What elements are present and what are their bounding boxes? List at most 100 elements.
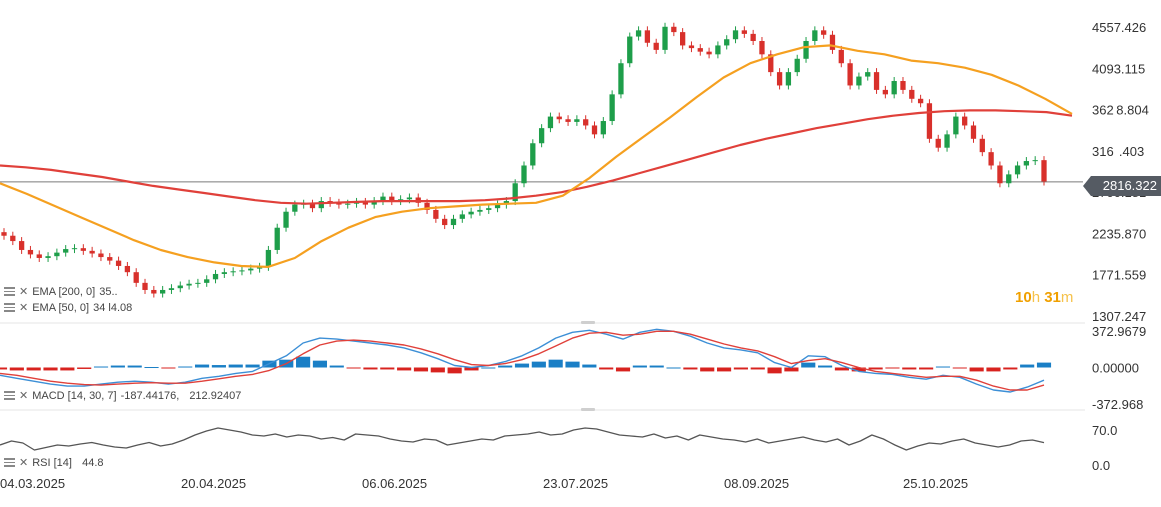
macd-histogram-bar	[60, 367, 75, 371]
candle-body	[477, 209, 483, 212]
candle-body	[362, 201, 368, 205]
price-tick-label: 2235.870	[1092, 226, 1146, 241]
settings-icon[interactable]	[4, 303, 15, 312]
macd-histogram-bar	[649, 365, 664, 368]
candle-body	[371, 201, 377, 205]
macd-histogram-bar	[666, 367, 681, 369]
rsi-legend[interactable]: ✕ RSI [14] 44.8	[4, 456, 104, 469]
candle-body	[697, 48, 703, 52]
macd-histogram-bar	[632, 365, 647, 368]
candle-body	[600, 121, 606, 135]
candle-body	[812, 30, 818, 41]
candle-body	[900, 81, 906, 90]
macd-histogram-bar	[481, 367, 496, 369]
candle-body	[459, 214, 465, 219]
candle-body	[10, 235, 16, 242]
macd-histogram-bar	[935, 366, 951, 368]
candle-body	[635, 30, 642, 37]
candle-body	[803, 40, 809, 59]
candle-body	[644, 30, 651, 43]
candle-body	[45, 256, 51, 258]
candle-body	[768, 54, 774, 73]
candle-body	[917, 98, 924, 104]
macd-value-2: 212.92407	[189, 389, 242, 402]
macd-histogram-bar	[397, 367, 412, 371]
settings-icon[interactable]	[4, 391, 15, 400]
rsi-name: RSI [14]	[32, 456, 72, 469]
candle-body	[1032, 160, 1038, 162]
macd-histogram-bar	[447, 367, 462, 374]
candle-body	[741, 30, 747, 34]
candle-body	[706, 51, 712, 55]
close-icon[interactable]: ✕	[19, 457, 29, 469]
candle-body	[204, 279, 210, 283]
macd-histogram-bar	[430, 367, 445, 373]
macd-histogram-bar	[716, 367, 732, 372]
macd-histogram-bar	[0, 367, 8, 370]
macd-histogram-bar	[1003, 367, 1018, 370]
macd-signal-line	[0, 330, 1045, 391]
macd-histogram-bar	[952, 367, 967, 369]
macd-tick-label: 372.9679	[1092, 324, 1146, 339]
x-axis-label: 23.07.2025	[543, 476, 608, 491]
macd-histogram-bar	[548, 359, 563, 368]
candle-body	[195, 282, 201, 284]
candle-body	[618, 63, 624, 95]
candle-body	[821, 30, 827, 35]
candle-body	[680, 32, 686, 46]
candle-body	[565, 119, 571, 122]
macd-histogram-bar	[700, 367, 715, 372]
candle-body	[926, 103, 933, 139]
candle-body	[36, 254, 42, 258]
candle-body	[829, 34, 836, 50]
macd-histogram-bar	[211, 365, 226, 368]
candle-body	[583, 119, 589, 126]
ema50-legend[interactable]: ✕ EMA [50, 0] 34 l4.08	[4, 301, 132, 314]
x-axis-label: 20.04.2025	[181, 476, 246, 491]
candle-body	[521, 165, 527, 184]
candle-body	[151, 289, 157, 294]
macd-histogram-bar	[750, 367, 765, 370]
macd-histogram-bar	[1020, 364, 1035, 368]
candle-body	[591, 125, 598, 135]
macd-histogram-bar	[296, 356, 311, 368]
macd-histogram-bar	[464, 367, 479, 371]
candle-body	[1041, 160, 1047, 182]
macd-histogram-bar	[9, 367, 24, 371]
macd-histogram-bar	[514, 363, 530, 368]
close-icon[interactable]: ✕	[19, 286, 29, 298]
candle-body	[538, 128, 545, 144]
rsi-value: 44.8	[75, 456, 104, 469]
candle-body	[627, 36, 633, 64]
candle-body	[653, 42, 659, 50]
macd-histogram-bar	[127, 365, 142, 368]
candle-body	[433, 209, 439, 219]
candle-body	[838, 49, 844, 64]
ema200-legend[interactable]: ✕ EMA [200, 0] 35..	[4, 285, 118, 298]
macd-histogram-bar	[986, 367, 1001, 372]
candle-body	[970, 125, 977, 139]
close-icon[interactable]: ✕	[19, 390, 29, 402]
macd-legend[interactable]: ✕ MACD [14, 30, 7] -187.44176, 212.92407	[4, 389, 241, 402]
macd-histogram-bar	[969, 367, 984, 372]
settings-icon[interactable]	[4, 287, 15, 296]
settings-icon[interactable]	[4, 458, 15, 467]
macd-histogram-bar	[1036, 362, 1052, 368]
candle-body	[424, 202, 430, 210]
candle-body	[160, 289, 166, 294]
ema200-value: 35..	[99, 285, 118, 298]
candle-body	[283, 211, 289, 228]
close-icon[interactable]: ✕	[19, 302, 29, 314]
price-tick-label: 362 8.804	[1092, 103, 1149, 118]
macd-histogram-bar	[161, 367, 176, 369]
macd-histogram-bar	[834, 367, 850, 371]
countdown-hours-unit: h	[1031, 289, 1041, 306]
candle-body	[54, 252, 60, 257]
macd-histogram-bar	[767, 367, 782, 374]
candle-body	[168, 288, 175, 290]
candle-body	[759, 40, 765, 55]
candle-body	[1, 232, 7, 236]
ema50-value: 34 l4.08	[93, 301, 133, 314]
